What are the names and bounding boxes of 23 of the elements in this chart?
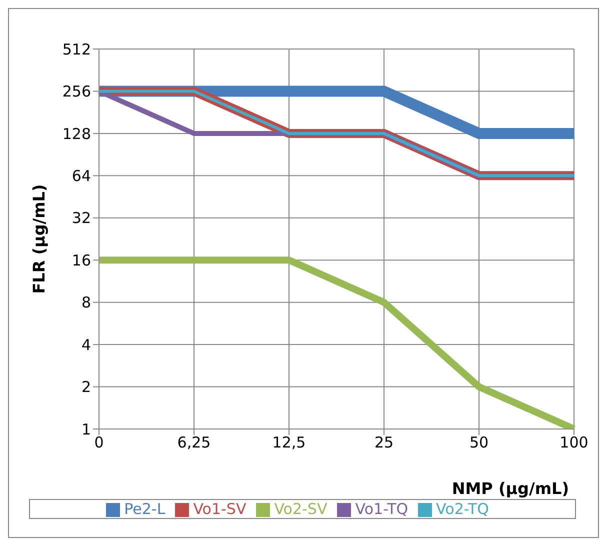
y-tick-label: 512	[62, 40, 91, 58]
y-tick-label: 2	[81, 378, 91, 396]
y-tick-label: 1	[81, 420, 91, 438]
legend-label: Vo1-TQ	[355, 500, 408, 518]
x-tick-label: 0	[94, 434, 104, 452]
y-axis-title: FLR (µg/mL)	[30, 184, 49, 294]
y-tick-label: 64	[72, 166, 91, 185]
y-tick-label: 256	[62, 82, 91, 101]
y-tick-label: 8	[81, 294, 91, 312]
y-tick-label: 128	[62, 124, 91, 143]
y-tick-label: 16	[72, 251, 91, 270]
x-axis-title: NMP (µg/mL)	[452, 479, 569, 498]
legend-label: Vo2-TQ	[436, 500, 489, 518]
y-tick-label: 32	[72, 209, 91, 228]
legend-label: Vo1-SV	[193, 500, 246, 518]
x-tick-label: 25	[374, 434, 394, 452]
x-tick-label: 12,5	[272, 434, 306, 452]
legend-label: Vo2-SV	[274, 500, 328, 518]
x-tick-label: 6,25	[177, 434, 211, 452]
x-tick-label: 100	[560, 434, 588, 452]
legend-label: Pe2-L	[124, 500, 166, 518]
y-tick-label: 4	[81, 336, 91, 354]
x-tick-label: 50	[469, 434, 489, 452]
